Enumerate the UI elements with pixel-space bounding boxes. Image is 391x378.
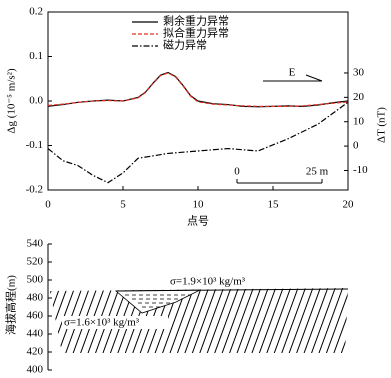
y-axis-label: 海拔高程(m) — [4, 275, 18, 335]
x-axis-label: 点号 — [187, 215, 209, 228]
surface-line — [115, 288, 349, 292]
direction-arrow-head — [305, 74, 323, 82]
x-tick-label: 5 — [120, 199, 126, 211]
scale-label: 25 m — [306, 166, 329, 178]
legend-label: 磁力异常 — [163, 39, 207, 52]
y2-tick-label: 0 — [353, 140, 359, 152]
label-bg — [62, 316, 168, 329]
y-tick-label: 440 — [27, 328, 44, 340]
direction-label: E — [289, 67, 296, 79]
y-tick-label: 0.2 — [29, 6, 43, 18]
y-tick-label: 520 — [27, 256, 44, 268]
scale-label: 0 — [234, 166, 240, 178]
y-tick-label: 420 — [27, 346, 44, 358]
y2-tick-label: 20 — [353, 91, 365, 103]
y-tick-label: 0.1 — [29, 50, 43, 62]
density-label: σ=1.6×10³ kg/m³ — [64, 317, 140, 329]
y2-tick-label: -10 — [353, 164, 368, 176]
y-tick-label: 500 — [27, 274, 44, 286]
label-bg — [168, 275, 274, 288]
series-line — [47, 71, 349, 108]
x-tick-label: 15 — [268, 199, 280, 211]
y-axis-label: Δg (10⁻⁵ m/s²) — [6, 68, 18, 134]
y2-tick-label: 10 — [353, 115, 365, 127]
y-tick-label: 480 — [27, 292, 44, 304]
density-label: σ=1.9×10³ kg/m³ — [170, 276, 246, 288]
y-tick-label: -0.1 — [26, 139, 43, 151]
x-tick-label: 10 — [193, 199, 205, 211]
y-tick-label: 460 — [27, 310, 44, 322]
y-tick-label: 400 — [27, 364, 44, 376]
x-tick-label: 20 — [343, 199, 355, 211]
series-line — [47, 101, 349, 184]
legend-label: 剩余重力异常 — [163, 14, 229, 28]
lens-fill — [125, 294, 190, 308]
y2-axis-label: ΔT (nT) — [376, 107, 388, 143]
series-line — [47, 72, 349, 107]
y-tick-label: 0.0 — [29, 95, 43, 107]
y-tick-label: -0.2 — [26, 184, 43, 196]
hatched-strata — [50, 288, 348, 353]
y-tick-label: 540 — [27, 238, 44, 250]
y2-tick-label: 30 — [353, 66, 365, 78]
legend-label: 拟合重力异常 — [163, 26, 229, 40]
x-tick-label: 0 — [45, 199, 51, 211]
